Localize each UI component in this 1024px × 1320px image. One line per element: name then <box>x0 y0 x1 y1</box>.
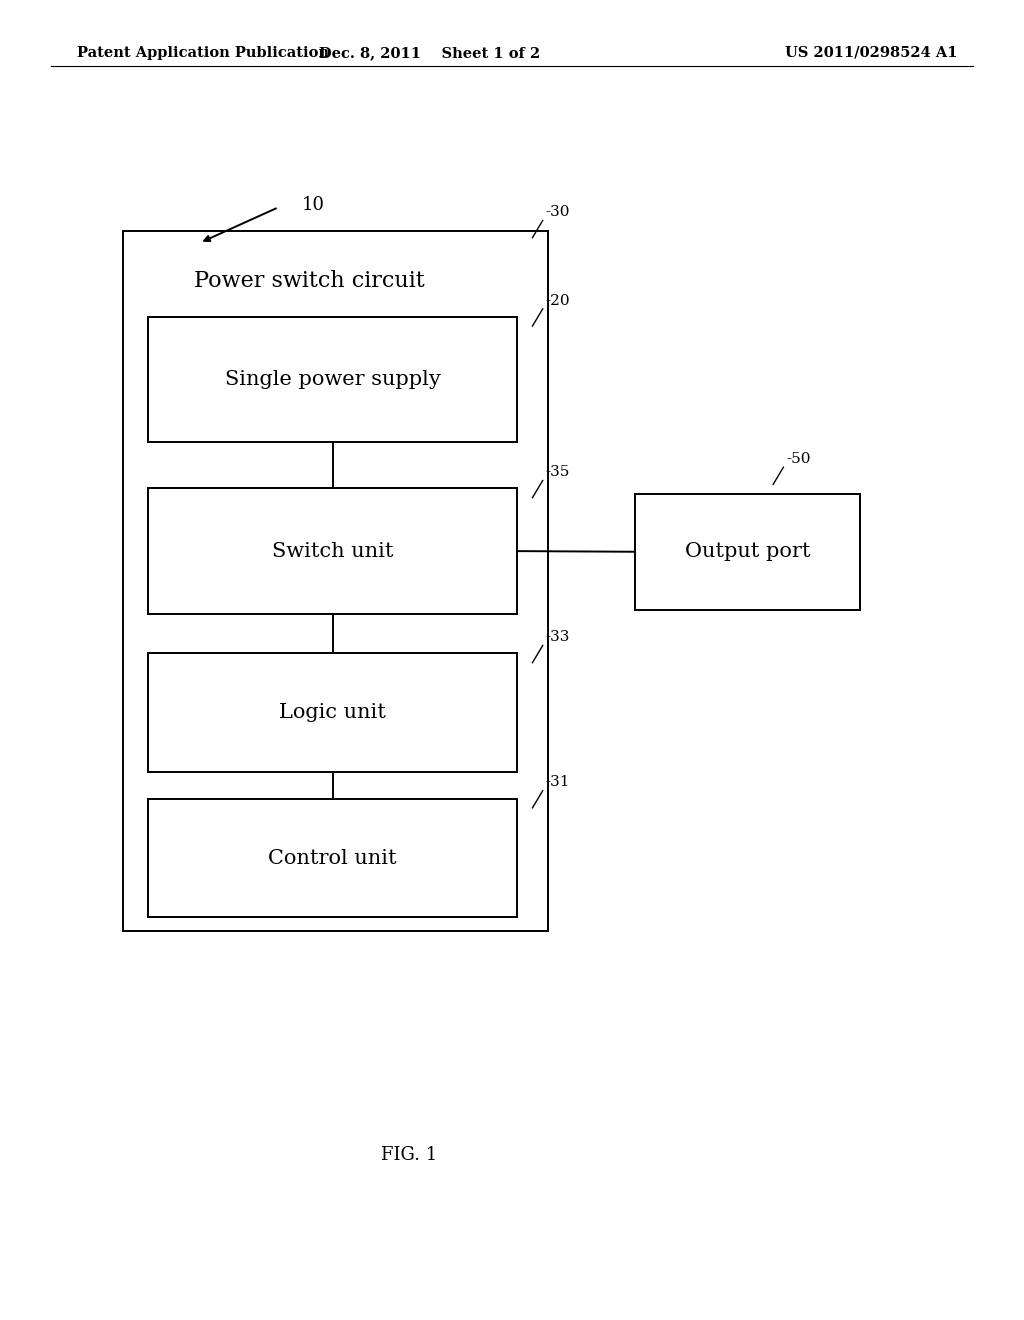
Text: -20: -20 <box>546 293 570 308</box>
Text: -30: -30 <box>546 205 570 219</box>
Text: Switch unit: Switch unit <box>272 541 393 561</box>
Text: FIG. 1: FIG. 1 <box>382 1146 437 1164</box>
Text: -33: -33 <box>546 630 570 644</box>
Bar <box>148 317 517 442</box>
Text: -50: -50 <box>786 451 811 466</box>
Text: Control unit: Control unit <box>268 849 397 867</box>
Bar <box>123 231 548 931</box>
Text: Power switch circuit: Power switch circuit <box>194 271 425 292</box>
Bar <box>635 494 860 610</box>
Text: US 2011/0298524 A1: US 2011/0298524 A1 <box>785 46 957 59</box>
Text: -31: -31 <box>546 775 570 789</box>
Bar <box>148 488 517 614</box>
Text: -35: -35 <box>546 465 570 479</box>
Text: 10: 10 <box>302 195 325 214</box>
Text: Single power supply: Single power supply <box>225 370 440 389</box>
Text: Dec. 8, 2011    Sheet 1 of 2: Dec. 8, 2011 Sheet 1 of 2 <box>319 46 541 59</box>
Bar <box>148 653 517 772</box>
Text: Logic unit: Logic unit <box>280 704 386 722</box>
Text: Patent Application Publication: Patent Application Publication <box>77 46 329 59</box>
Bar <box>148 799 517 917</box>
Text: Output port: Output port <box>685 543 810 561</box>
